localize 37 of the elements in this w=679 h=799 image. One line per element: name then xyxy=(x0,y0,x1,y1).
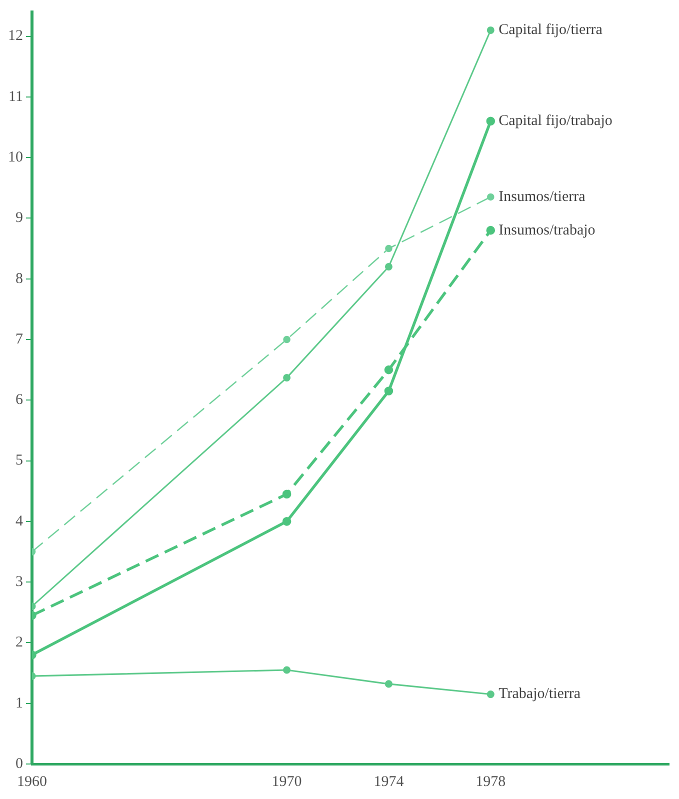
y-tick-label: 4 xyxy=(16,513,24,530)
y-tick-label: 2 xyxy=(16,634,23,651)
point xyxy=(384,680,393,688)
point xyxy=(486,226,496,235)
point xyxy=(283,336,290,344)
y-tick-label: 0 xyxy=(16,756,23,772)
x-tick-label: 1960 xyxy=(17,774,47,790)
series-label: Insumos/tierra xyxy=(498,188,586,205)
series-label: Trabajo/tierra xyxy=(498,686,581,702)
y-tick-label: 3 xyxy=(16,574,23,590)
y-tick-label: 12 xyxy=(8,28,23,44)
y-tick-label: 6 xyxy=(16,392,24,408)
point xyxy=(385,244,392,252)
y-tick-label: 9 xyxy=(16,210,23,226)
x-tick-label: 1978 xyxy=(476,774,506,790)
point xyxy=(486,26,494,34)
point xyxy=(384,262,392,270)
x-tick-label: 1970 xyxy=(272,774,302,790)
point xyxy=(486,193,494,201)
point xyxy=(282,517,292,526)
y-tick-label: 8 xyxy=(16,270,23,287)
x-tick-label: 1974 xyxy=(374,774,404,790)
point xyxy=(384,386,394,396)
point xyxy=(282,490,292,499)
y-tick-label: 7 xyxy=(16,331,24,348)
point xyxy=(283,666,291,674)
y-tick-label: 11 xyxy=(8,88,23,105)
series-label: Capital fijo/tierra xyxy=(498,22,603,38)
series-label: Capital fijo/trabajo xyxy=(498,113,612,130)
series-label: Insumos/trabajo xyxy=(498,222,596,238)
y-tick-label: 1 xyxy=(16,695,23,712)
y-tick-label: 10 xyxy=(8,149,23,166)
y-tick-label: 5 xyxy=(16,452,23,469)
point xyxy=(283,374,291,382)
point xyxy=(384,365,394,374)
point xyxy=(486,690,494,698)
point xyxy=(486,116,496,126)
